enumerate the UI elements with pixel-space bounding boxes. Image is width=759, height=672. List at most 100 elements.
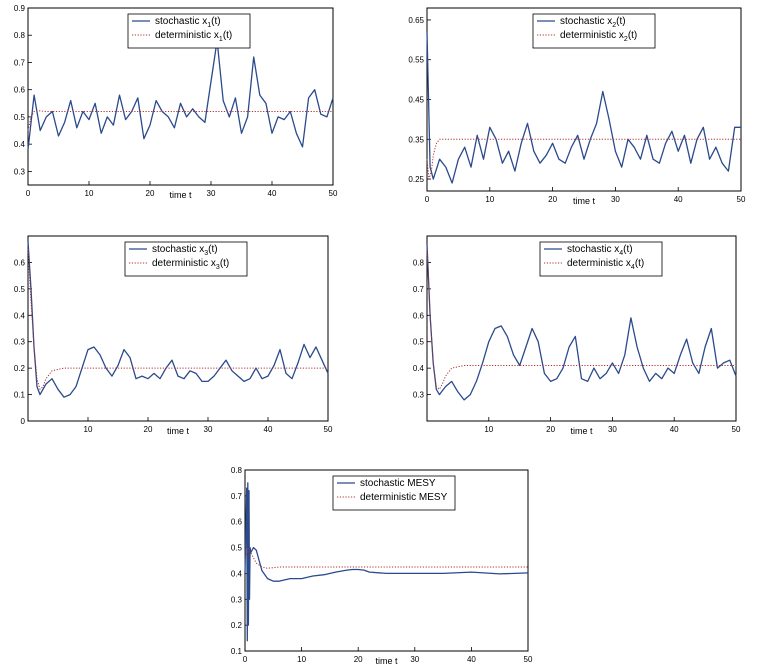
legend: stochastic x3(t)deterministic x3(t) [124, 241, 248, 277]
chart-panel-1: 0 10 20 30 40 50 0.3 0.4 0.5 0.6 0.7 0.8 0.9 time t st… [14, 4, 338, 200]
y-tick-label: 0.5 [413, 338, 425, 347]
x-tick-label: 20 [354, 655, 363, 664]
legend: stochastic x4(t)deterministic x4(t) [539, 241, 663, 277]
x-tick-label: 20 [546, 425, 555, 434]
x-axis-label: time t [570, 426, 593, 436]
y-tick-label: 0.6 [14, 86, 26, 95]
y-tick-label: 0.6 [231, 518, 243, 527]
legend-box [332, 475, 456, 511]
x-tick-label: 40 [268, 189, 277, 198]
legend: stochastic x2(t)deterministic x2(t) [532, 13, 656, 49]
y-tick-label: 0.2 [231, 621, 243, 630]
y-tick-label: 0.2 [14, 364, 26, 373]
y-tick-label: 0.4 [14, 140, 26, 149]
x-tick-label: 50 [329, 189, 338, 198]
y-tick-label: 0.5 [231, 544, 243, 553]
y-tick-label: 0.6 [413, 311, 425, 320]
y-tick-label: 0.5 [14, 113, 26, 122]
legend-label-deterministic: deterministic x4(t) [567, 258, 644, 271]
y-tick-label: 0.4 [14, 311, 26, 320]
x-tick-label: 40 [264, 425, 273, 434]
stochastic-series-line [426, 243, 737, 401]
y-tick-label: 0.4 [413, 364, 425, 373]
legend-label-deterministic: deterministic x1(t) [155, 30, 232, 43]
x-tick-label: 20 [548, 195, 557, 204]
x-tick-label: 0 [425, 195, 430, 204]
x-axis-label: time t [573, 196, 596, 206]
chart-panel-2: 0 10 20 30 40 50 0.25 0.35 0.45 0.55 0.65 time t sto… [408, 7, 746, 206]
x-tick-label: 30 [608, 425, 617, 434]
deterministic-series-line [426, 249, 736, 391]
y-tick-label: 0.35 [408, 135, 424, 144]
y-tick-label: 0.25 [408, 175, 424, 184]
stochastic-series-line [27, 40, 334, 150]
legend-label-deterministic: deterministic x2(t) [560, 30, 637, 43]
y-tick-label: 0.8 [413, 258, 425, 267]
x-tick-label: 10 [85, 189, 94, 198]
legend-box [539, 241, 663, 277]
x-tick-label: 40 [670, 425, 679, 434]
y-tick-label: 0.1 [14, 391, 26, 400]
y-tick-label: 0.55 [408, 56, 424, 65]
x-tick-label: 30 [207, 189, 216, 198]
y-tick-label: 0.7 [413, 285, 425, 294]
x-tick-label: 10 [484, 425, 493, 434]
y-tick-label: 0.3 [14, 167, 26, 176]
x-tick-label: 40 [467, 655, 476, 664]
deterministic-series-line [244, 546, 528, 569]
legend-box [532, 13, 656, 49]
legend: stochastic MESY deterministic MESY [332, 475, 456, 511]
x-tick-label: 10 [297, 655, 306, 664]
deterministic-series-line [27, 249, 328, 391]
x-tick-label: 30 [204, 425, 213, 434]
y-tick-label: 0.7 [231, 492, 243, 501]
x-tick-label: 0 [243, 655, 248, 664]
x-tick-label: 10 [84, 425, 93, 434]
stochastic-series-line [426, 31, 741, 184]
y-tick-label: 0.3 [413, 391, 425, 400]
x-tick-label: 50 [324, 425, 333, 434]
y-tick-label: 0.45 [408, 96, 424, 105]
stochastic-series-line [27, 241, 329, 398]
legend-label-deterministic: deterministic x3(t) [152, 258, 229, 271]
plot-frame [27, 7, 334, 186]
legend-box [124, 241, 248, 277]
stochastic-series-line [244, 482, 529, 642]
y-tick-label: 0.65 [408, 16, 424, 25]
legend-label-stochastic: stochastic x2(t) [560, 16, 626, 29]
x-tick-label: 50 [737, 195, 746, 204]
y-tick-label: 0.4 [231, 569, 243, 578]
y-tick-label: 0.1 [231, 647, 243, 656]
y-tick-label: 0.6 [14, 258, 26, 267]
chart-panel-4: 10 20 30 40 50 0.3 0.4 0.5 0.6 0.7 0.8 time t stocha… [413, 235, 741, 436]
deterministic-series-line [27, 110, 333, 131]
x-axis-label: time t [375, 656, 398, 666]
y-tick-label: 0.9 [14, 4, 26, 13]
x-axis-label: time t [167, 426, 190, 436]
legend-label-deterministic: deterministic MESY [360, 492, 448, 503]
y-tick-label: 0.8 [231, 466, 243, 475]
y-tick-label: 0.5 [14, 285, 26, 294]
x-tick-label: 30 [410, 655, 419, 664]
legend-box [127, 13, 251, 49]
y-tick-label: 0.8 [14, 31, 26, 40]
legend-label-stochastic: stochastic x1(t) [155, 16, 221, 29]
x-tick-label: 40 [674, 195, 683, 204]
x-tick-label: 20 [144, 425, 153, 434]
x-tick-label: 50 [524, 655, 533, 664]
legend: stochastic x1(t)deterministic x1(t) [127, 13, 251, 49]
x-tick-label: 20 [146, 189, 155, 198]
plot-frame [426, 235, 737, 422]
y-tick-label: 0.3 [14, 338, 26, 347]
x-tick-label: 50 [732, 425, 741, 434]
legend-label-stochastic: stochastic MESY [360, 478, 436, 489]
y-tick-label: 0.3 [231, 595, 243, 604]
y-tick-label: 0.7 [14, 58, 26, 67]
x-tick-label: 10 [485, 195, 494, 204]
chart-panel-3: 10 20 30 40 50 0 0.1 0.2 0.3 0.4 0.5 0.6 time t stoch… [14, 235, 333, 436]
x-axis-label: time t [169, 190, 192, 200]
legend-label-stochastic: stochastic x3(t) [152, 244, 218, 257]
plot-frame [27, 235, 329, 422]
deterministic-series-line [426, 138, 741, 180]
